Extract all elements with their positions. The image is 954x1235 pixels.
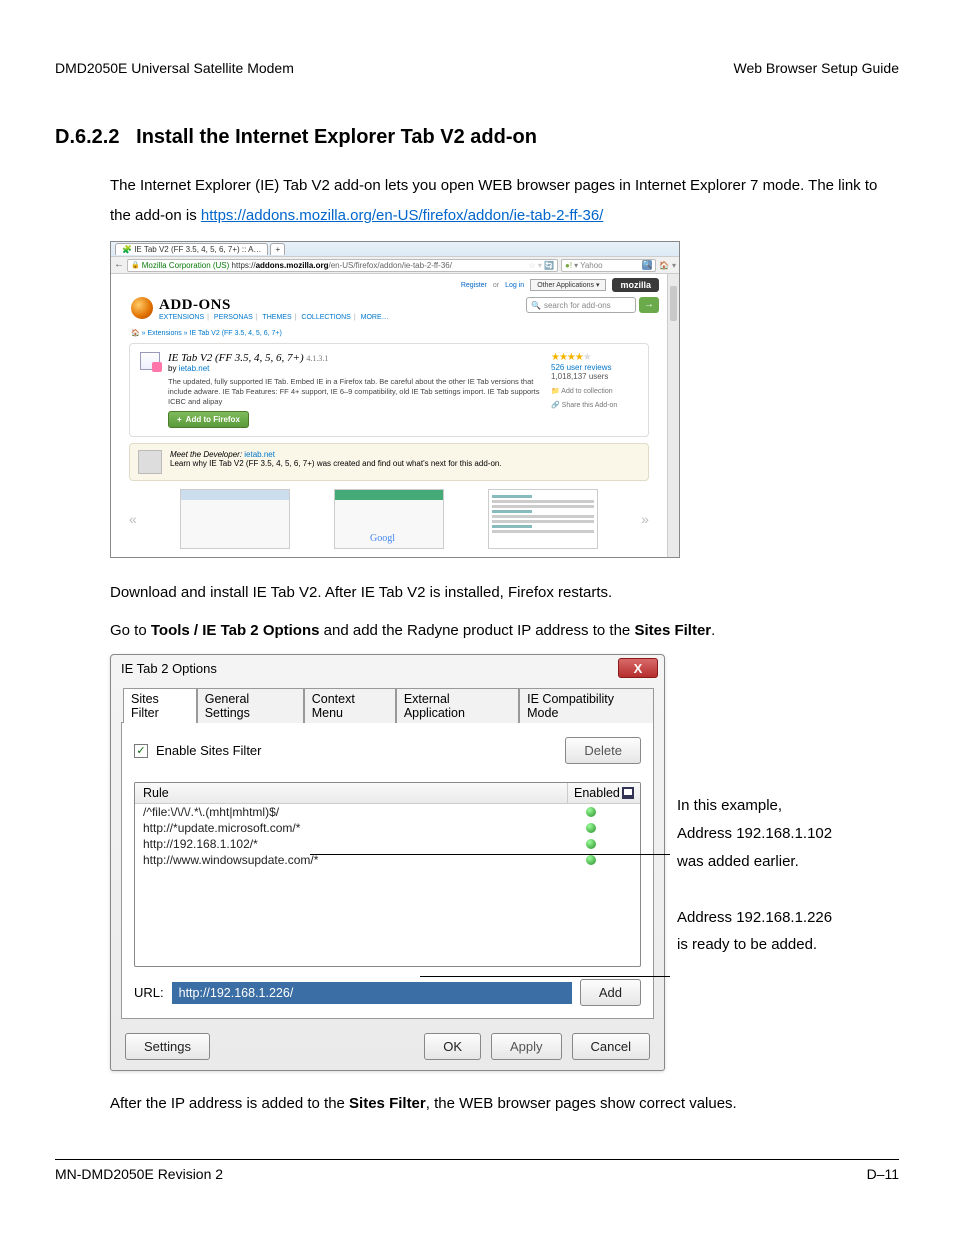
new-tab-button[interactable]: +	[270, 243, 285, 255]
search-go-icon[interactable]: 🔍	[642, 260, 652, 270]
rule-row[interactable]: http://192.168.1.102/*	[135, 836, 640, 852]
screenshot-thumb[interactable]: Googl	[334, 489, 444, 549]
paragraph-4: After the IP address is added to the Sit…	[110, 1089, 899, 1119]
browser-tab[interactable]: 🧩 IE Tab V2 (FF 3.5, 4, 5, 6, 7+) :: A…	[115, 243, 268, 255]
addon-link[interactable]: https://addons.mozilla.org/en-US/firefox…	[201, 207, 603, 224]
paragraph-2: Download and install IE Tab V2. After IE…	[110, 578, 899, 608]
share-link[interactable]: 🔗 Share this Add-on	[551, 401, 638, 409]
firefox-screenshot: 🧩 IE Tab V2 (FF 3.5, 4, 5, 6, 7+) :: A… …	[110, 241, 680, 558]
enabled-dot	[586, 807, 596, 817]
register-link[interactable]: Register	[461, 282, 487, 289]
enabled-dot	[586, 855, 596, 865]
url-input[interactable]	[172, 982, 572, 1004]
apply-button[interactable]: Apply	[491, 1033, 562, 1060]
prev-arrow[interactable]: «	[129, 511, 137, 527]
back-button[interactable]: ←	[114, 260, 124, 270]
enabled-dot	[586, 839, 596, 849]
ie-tab-options-dialog: IE Tab 2 Options X Sites Filter General …	[110, 654, 665, 1071]
search-icon: 🔍	[531, 301, 541, 310]
addons-heading: ADD-ONS	[159, 297, 389, 314]
developer-link[interactable]: ietab.net	[244, 450, 275, 459]
tab-general-settings[interactable]: General Settings	[197, 688, 304, 723]
footer-left: MN-DMD2050E Revision 2	[55, 1166, 223, 1182]
users-count: 1,018,137 users	[551, 372, 638, 381]
enabled-dot	[586, 823, 596, 833]
delete-button[interactable]: Delete	[565, 737, 641, 764]
paragraph-3: Go to Tools / IE Tab 2 Options and add t…	[110, 616, 899, 646]
add-to-firefox-button[interactable]: +Add to Firefox	[168, 411, 249, 428]
home-icon[interactable]: 🏠	[659, 261, 669, 270]
reviews-link[interactable]: 526 user reviews	[551, 363, 638, 372]
section-heading: D.6.2.2 Install the Internet Explorer Ta…	[55, 126, 899, 149]
addon-title: IE Tab V2 (FF 3.5, 4, 5, 6, 7+) 4.1.3.1	[168, 352, 543, 364]
search-bar[interactable]: ●!▾Yahoo 🔍	[561, 259, 656, 272]
tab-context-menu[interactable]: Context Menu	[304, 688, 396, 723]
rule-row[interactable]: http://*update.microsoft.com/*	[135, 820, 640, 836]
addon-description: The updated, fully supported IE Tab. Emb…	[168, 377, 543, 406]
menu-icon[interactable]: ▾	[672, 261, 676, 270]
rule-row[interactable]: /^file:\/\/\/.*\.(mht|mhtml)$/	[135, 804, 640, 820]
close-button[interactable]: X	[618, 658, 658, 678]
screenshot-thumb[interactable]	[488, 489, 598, 549]
ok-button[interactable]: OK	[424, 1033, 481, 1060]
rule-row[interactable]: http://www.windowsupdate.com/*	[135, 852, 640, 868]
tab-external-app[interactable]: External Application	[396, 688, 519, 723]
side-note-2: Address 192.168.1.226 is ready to be add…	[677, 904, 837, 960]
header-left: DMD2050E Universal Satellite Modem	[55, 60, 294, 76]
enable-sites-filter-label: Enable Sites Filter	[156, 743, 262, 758]
enable-sites-filter-checkbox[interactable]: ✓	[134, 744, 148, 758]
add-collection-link[interactable]: 📁 Add to collection	[551, 387, 638, 395]
header-right: Web Browser Setup Guide	[734, 60, 900, 76]
firefox-icon	[131, 297, 153, 319]
paragraph-1: The Internet Explorer (IE) Tab V2 add-on…	[110, 171, 899, 231]
next-arrow[interactable]: »	[641, 511, 649, 527]
addon-search-input[interactable]: 🔍 search for add-ons	[526, 297, 636, 313]
rules-list[interactable]: Rule Enabled /^file:\/\/\/.*\.(mht|mhtml…	[134, 782, 641, 967]
address-bar[interactable]: 🔒 Mozilla Corporation (US) https://addon…	[127, 259, 558, 272]
settings-button[interactable]: Settings	[125, 1033, 210, 1060]
url-label: URL:	[134, 985, 164, 1000]
breadcrumb[interactable]: 🏠 » Extensions » IE Tab V2 (FF 3.5, 4, 5…	[111, 327, 667, 343]
meet-developer-desc: Learn why IE Tab V2 (FF 3.5, 4, 5, 6, 7+…	[170, 459, 502, 468]
column-rule: Rule	[135, 783, 568, 803]
bookmark-icon[interactable]: ☆ ▾ 🔄	[528, 261, 554, 270]
developer-avatar	[138, 450, 162, 474]
footer-right: D–11	[867, 1166, 899, 1182]
scrollbar[interactable]	[667, 274, 679, 557]
other-apps-dropdown[interactable]: Other Applications ▾	[530, 279, 606, 291]
dialog-title: IE Tab 2 Options	[121, 661, 217, 676]
tab-ie-compat[interactable]: IE Compatibility Mode	[519, 688, 654, 723]
plus-icon: +	[177, 415, 182, 424]
column-enabled: Enabled	[574, 786, 620, 800]
rating-stars: ★★★★★	[551, 352, 638, 363]
addon-author: by ietab.net	[168, 364, 543, 373]
login-link[interactable]: Log in	[505, 282, 524, 289]
addon-icon	[140, 352, 160, 370]
search-go-button[interactable]: →	[639, 297, 659, 313]
tab-sites-filter[interactable]: Sites Filter	[123, 688, 197, 723]
side-note-1: In this example, Address 192.168.1.102 w…	[677, 792, 837, 875]
meet-developer-label: Meet the Developer:	[170, 450, 244, 459]
lock-icon: 🔒	[131, 261, 140, 269]
screenshot-thumb[interactable]	[180, 489, 290, 549]
save-icon[interactable]	[622, 787, 634, 799]
cancel-button[interactable]: Cancel	[572, 1033, 650, 1060]
add-button[interactable]: Add	[580, 979, 641, 1006]
mozilla-badge[interactable]: mozilla	[612, 278, 659, 292]
nav-links[interactable]: EXTENSIONS| PERSONAS| THEMES| COLLECTION…	[159, 314, 389, 321]
